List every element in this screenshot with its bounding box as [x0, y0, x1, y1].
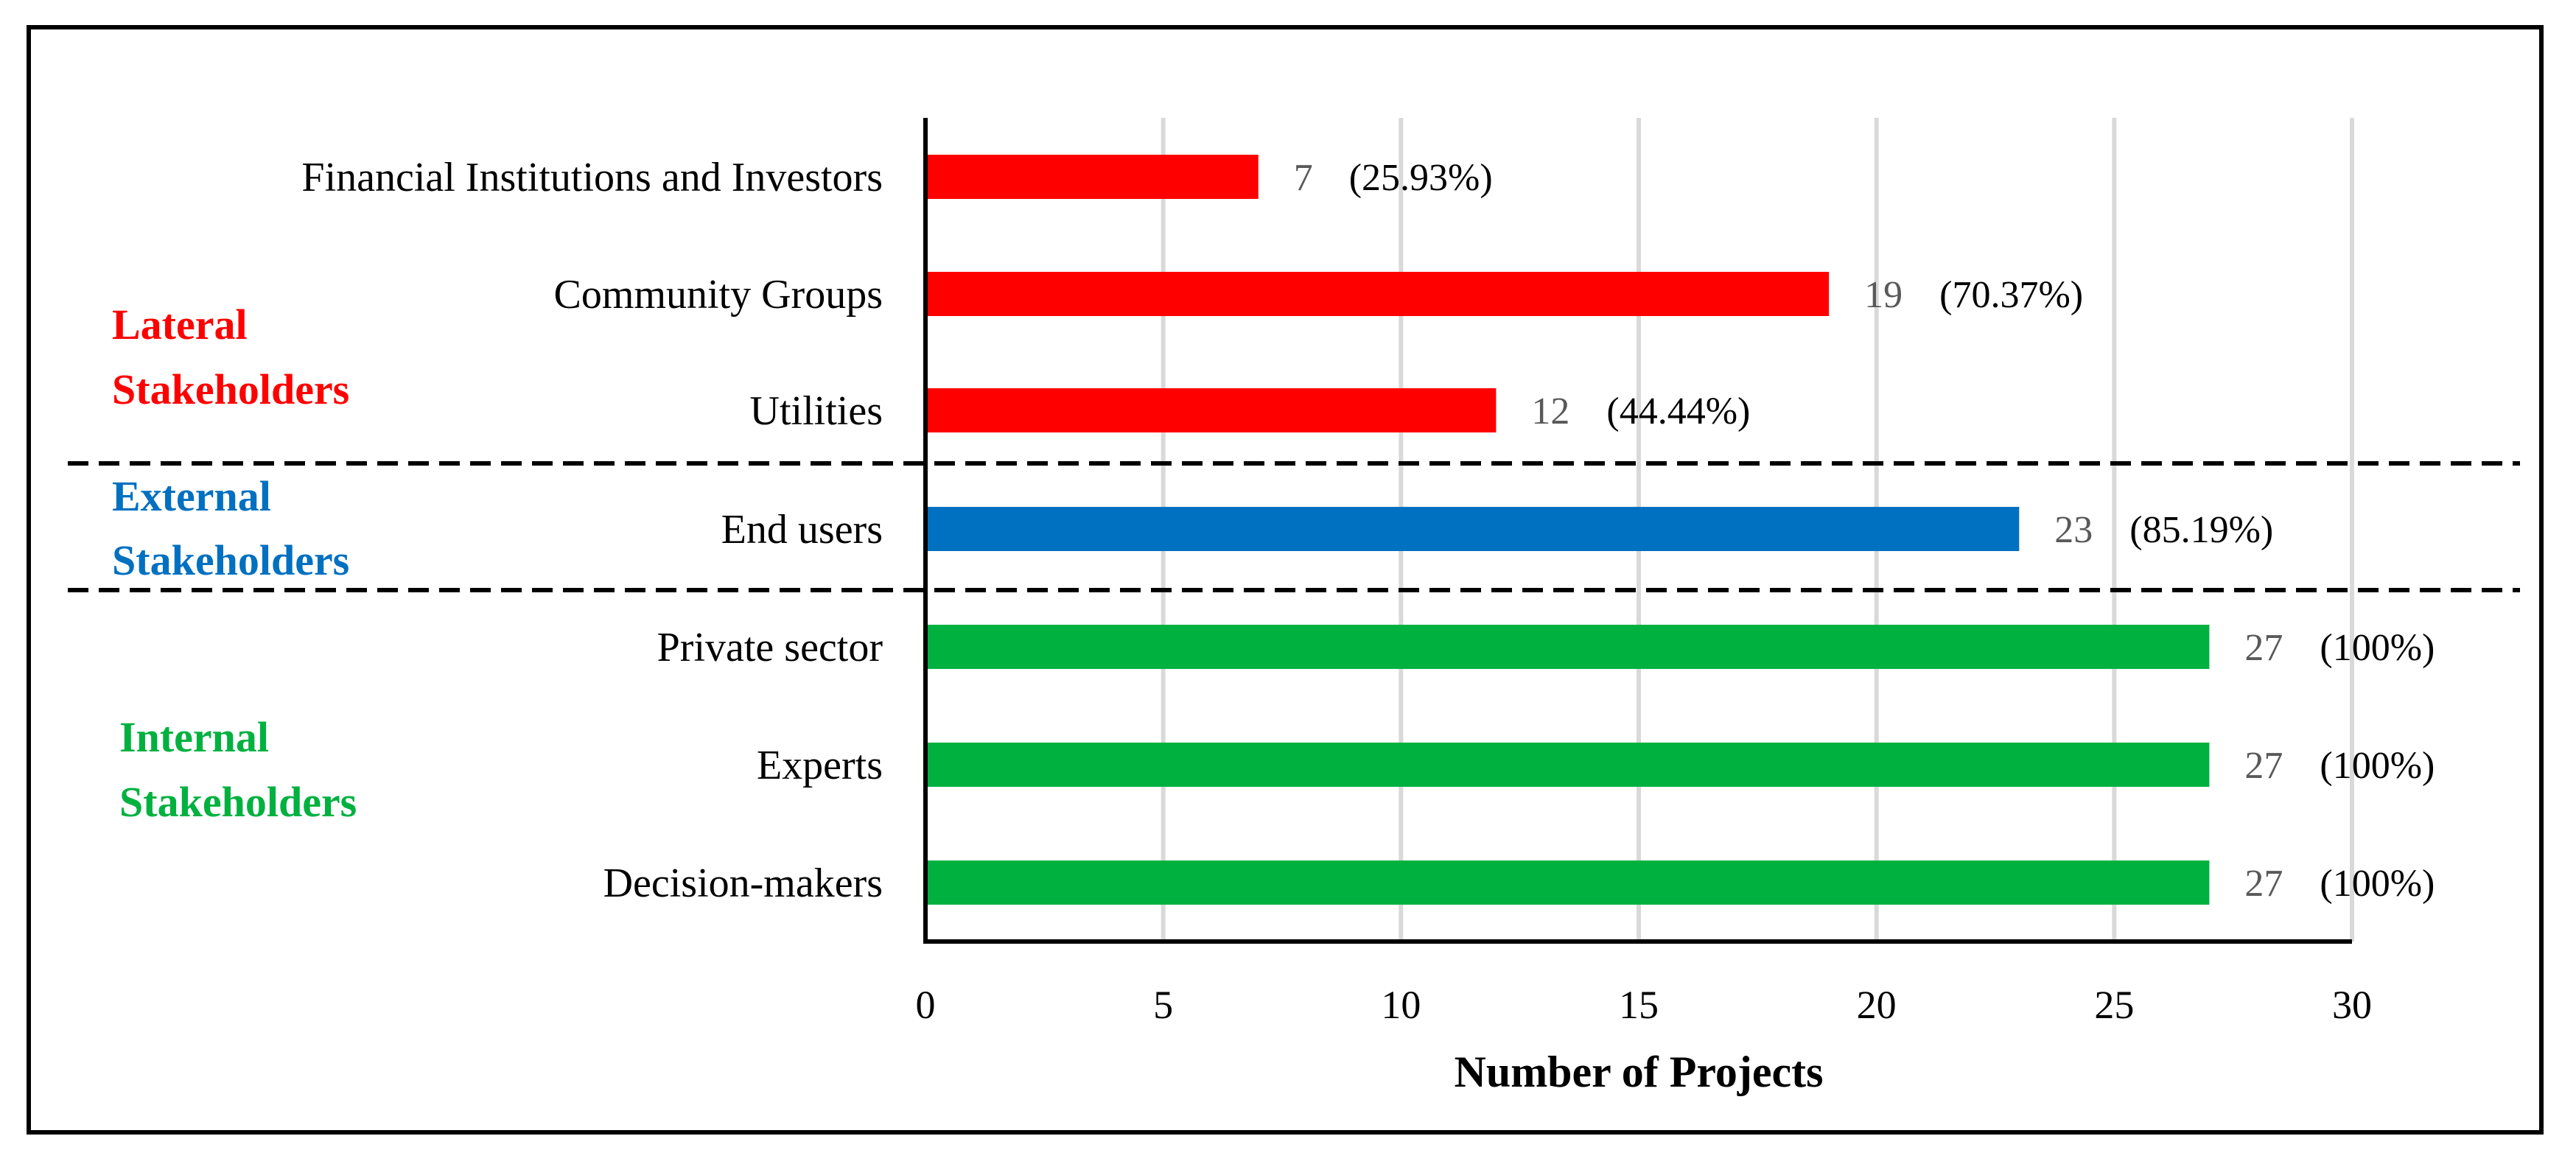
x-tick-label: 0 [916, 983, 936, 1027]
category-label: Utilities [750, 388, 883, 434]
x-tick-label: 5 [1153, 983, 1173, 1027]
value-label: 27 [2244, 627, 2283, 669]
value-label: 27 [2244, 745, 2283, 787]
group-labels: Lateral Stakeholders External Stakeholders I… [112, 301, 357, 826]
group-label-line: External [112, 472, 271, 520]
percent-label: (85.19%) [2129, 509, 2273, 551]
percent-label: (100%) [2320, 745, 2435, 787]
chart-frame [27, 25, 2544, 1135]
category-label: Experts [757, 743, 883, 788]
bar-decision-makers [925, 860, 2210, 905]
x-tick-label: 30 [2332, 983, 2372, 1027]
value-label: 23 [2054, 509, 2093, 551]
group-label-line: Internal [119, 713, 269, 761]
group-label-line: Stakeholders [112, 536, 349, 584]
bar-utilities [925, 388, 1497, 432]
group-label-line: Stakeholders [112, 365, 349, 413]
x-tick-label: 15 [1619, 983, 1659, 1027]
value-label: 27 [2244, 863, 2283, 905]
percent-label: (44.44%) [1606, 390, 1750, 432]
category-label: Financial Institutions and Investors [301, 155, 883, 200]
group-label-line: Stakeholders [119, 778, 357, 826]
value-label: 7 [1294, 157, 1313, 199]
percent-label: (25.93%) [1349, 157, 1493, 199]
category-label: End users [721, 507, 883, 553]
percent-label: (100%) [2320, 863, 2435, 905]
category-label: Private sector [657, 625, 883, 670]
percent-label: (100%) [2320, 627, 2435, 669]
axes [68, 118, 2520, 944]
bar-community-groups [925, 272, 1830, 316]
x-tick-label: 20 [1857, 983, 1897, 1027]
bar-private-sector [925, 625, 2210, 669]
bar-experts [925, 743, 2210, 787]
bar-financial-institutions-and-investors [925, 155, 1259, 199]
value-label: 19 [1864, 274, 1903, 316]
bar-end-users [925, 507, 2020, 551]
category-label: Community Groups [554, 272, 883, 318]
percent-label: (70.37%) [1939, 274, 2083, 316]
x-axis-label: Number of Projects [1455, 1048, 1824, 1096]
category-label: Decision-makers [603, 860, 883, 906]
x-tick-label: 10 [1381, 983, 1421, 1027]
gridlines [1161, 118, 2354, 942]
group-label-line: Lateral [112, 301, 248, 348]
bars [925, 155, 2210, 905]
value-label: 12 [1531, 390, 1569, 432]
x-tick-label: 25 [2094, 983, 2134, 1027]
labels: 0 5 10 15 20 25 30 Financial Institutions and I… [301, 155, 2435, 1027]
